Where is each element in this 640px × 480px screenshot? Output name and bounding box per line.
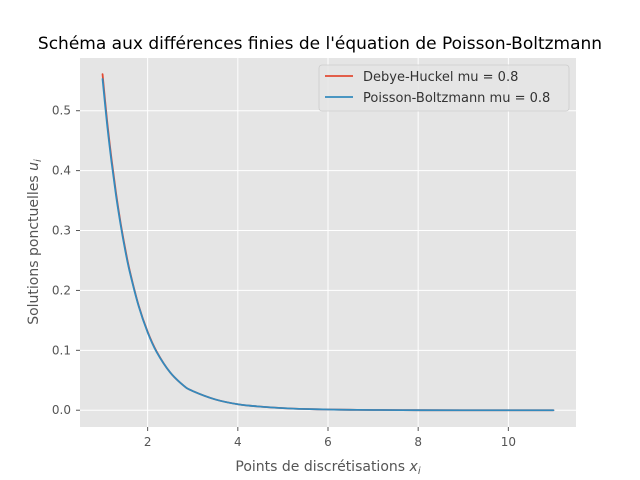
x-tick-label: 2 (144, 435, 152, 449)
y-axis-label: Solutions ponctuelles ui (26, 159, 44, 325)
legend: Debye-Huckel mu = 0.8 Poisson-Boltzmann … (318, 64, 570, 112)
y-tick-label: 0.2 (52, 283, 71, 297)
x-tick-label: 6 (324, 435, 332, 449)
series-line-poisson-boltzmann (101, 78, 555, 412)
x-tick-label: 10 (501, 435, 516, 449)
x-tick-label: 4 (234, 435, 242, 449)
legend-label-poisson-boltzmann: Poisson-Boltzmann mu = 0.8 (363, 91, 550, 106)
legend-label-debye-huckel: Debye-Huckel mu = 0.8 (363, 70, 518, 85)
y-tick-label: 0.0 (52, 403, 71, 417)
x-axis-label: Points de discrétisations xi (235, 459, 420, 477)
chart-title: Schéma aux différences finies de l'équat… (38, 34, 602, 54)
y-tick-label: 0.3 (52, 224, 71, 238)
y-tick-label: 0.4 (52, 164, 71, 178)
x-ticks: 2 4 6 8 10 (144, 427, 516, 449)
series-lines (101, 73, 555, 412)
legend-box (318, 64, 570, 112)
y-ticks: 0.0 0.1 0.2 0.3 0.4 0.5 (52, 104, 80, 417)
y-tick-label: 0.5 (52, 104, 71, 118)
y-tick-label: 0.1 (52, 343, 71, 357)
x-tick-label: 8 (414, 435, 422, 449)
